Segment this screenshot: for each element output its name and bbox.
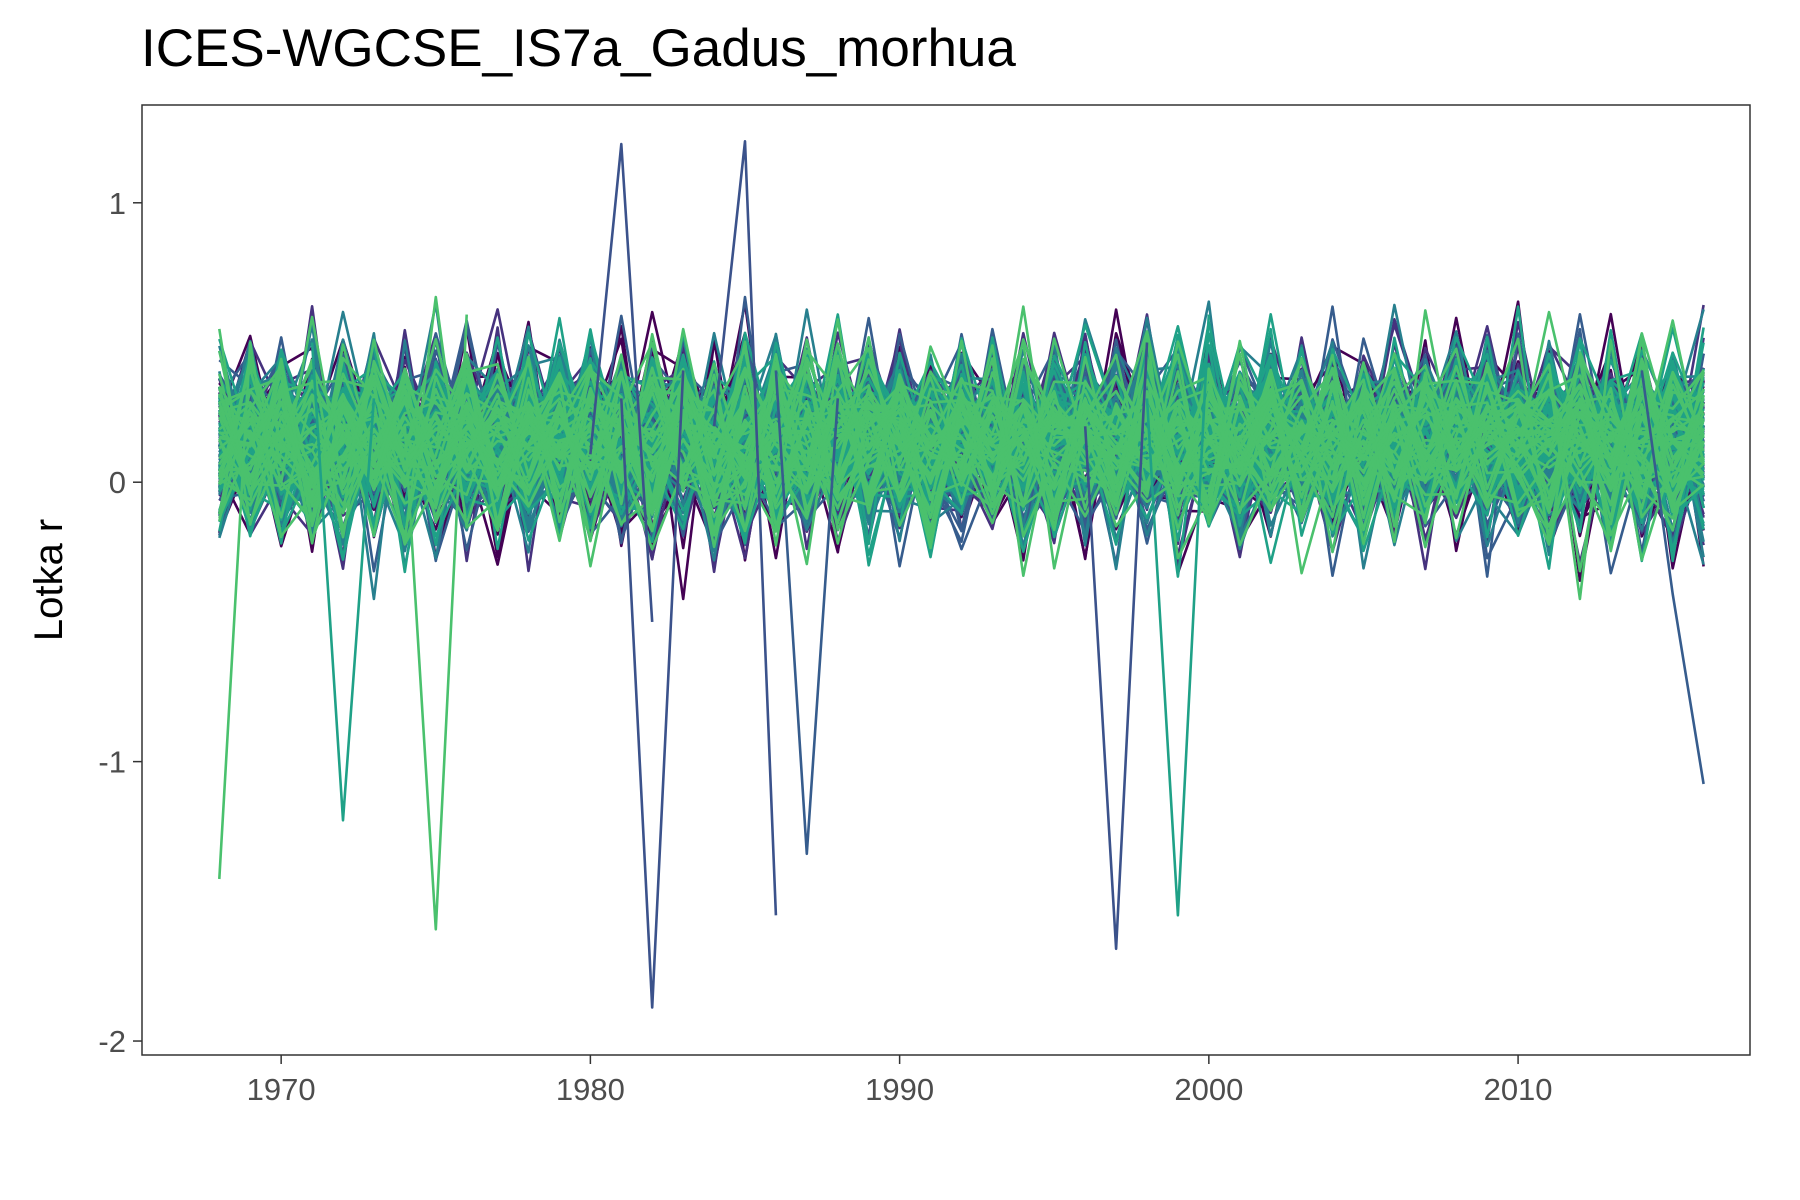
series-low-1982: [620, 370, 685, 1009]
y-axis: 1 0 -1 -2: [98, 186, 142, 1059]
chart-title: ICES-WGCSE_IS7a_Gadus_morhua: [141, 19, 1016, 78]
series-line: [218, 362, 1705, 510]
series-start-low: [218, 341, 283, 880]
series-line: [218, 342, 1705, 553]
series-low-1975: [403, 314, 468, 931]
series-line: [218, 352, 1705, 543]
x-axis: 1970 1980 1990 2000 2010: [247, 1055, 1553, 1107]
series-line: [218, 339, 1704, 547]
series-high-1985: [712, 140, 778, 916]
x-tick-label: 1990: [865, 1072, 934, 1107]
series-line: [218, 310, 1705, 493]
series-line: [218, 295, 1704, 542]
series-end-low: [1640, 370, 1705, 785]
x-tick-label: 1980: [556, 1072, 625, 1107]
y-axis-title: Lotka r: [27, 519, 71, 641]
y-tick-label: -1: [98, 745, 126, 780]
series-line: [219, 330, 1704, 544]
series-low-1972: [310, 342, 376, 822]
series-low-1987: [774, 370, 840, 856]
series-layer: [218, 140, 1705, 1009]
plot-panel-border: [141, 104, 1751, 1056]
y-tick-label: 1: [109, 186, 126, 221]
series-line: [218, 338, 1705, 537]
y-tick-label: -2: [98, 1024, 126, 1059]
series-line: [218, 340, 1705, 570]
series-line: [218, 335, 1705, 549]
series-line: [219, 356, 1705, 547]
x-tick-label: 2010: [1484, 1072, 1553, 1107]
series-low-1997: [1083, 342, 1149, 951]
series-line: [218, 339, 1705, 601]
x-tick-label: 1970: [247, 1072, 316, 1107]
series-high-1981: [589, 142, 654, 622]
series-line: [219, 364, 1705, 532]
series-low-1999: [1145, 314, 1211, 917]
y-tick-label: 0: [109, 465, 126, 500]
x-tick-label: 2000: [1174, 1072, 1243, 1107]
